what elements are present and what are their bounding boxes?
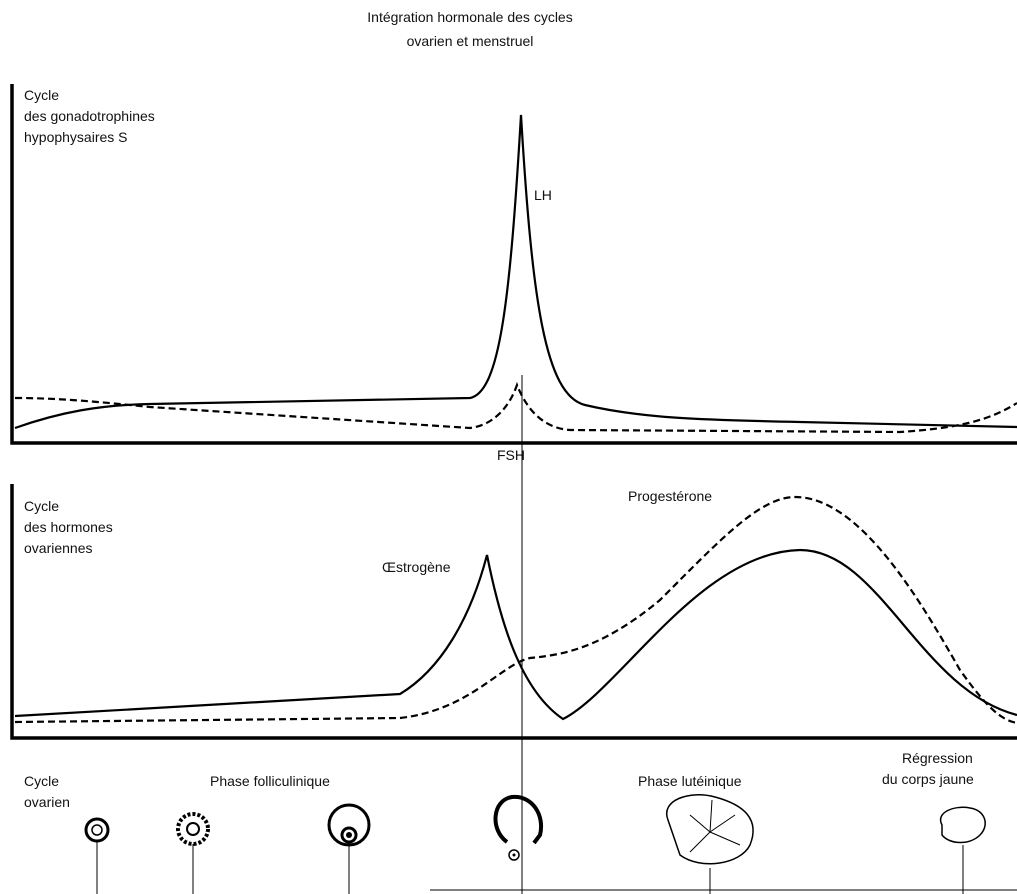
panel-label: Cycle: [24, 498, 59, 514]
phase-label: Régression: [902, 750, 973, 766]
phase-label: Phase folliculinique: [210, 773, 330, 789]
curve-label: Progestérone: [628, 488, 712, 504]
curve-label: FSH: [497, 447, 525, 463]
curve-label: Œstrogène: [382, 559, 451, 575]
curve-label: LH: [534, 187, 552, 203]
panel-label: des gonadotrophines: [24, 108, 155, 124]
estrogen-curve: [14, 548, 1017, 721]
fsh-curve: [14, 381, 1017, 434]
panel-label: ovarien: [24, 794, 70, 810]
lh-curve: [14, 114, 1017, 430]
follicles: [84, 794, 1017, 894]
axes: [10, 84, 1017, 445]
panel-label: ovariennes: [24, 540, 93, 556]
axes: [10, 484, 1017, 740]
progesterone-curve: [14, 495, 1017, 725]
phase-label: du corps jaune: [882, 771, 974, 787]
panel-label: des hormones: [24, 519, 113, 535]
panel-label: Cycle: [24, 773, 59, 789]
phase-label: Phase lutéinique: [638, 773, 742, 789]
title: Intégration hormonale des cycles: [367, 9, 572, 25]
panel-label: Cycle: [24, 87, 59, 103]
title: ovarien et menstruel: [407, 33, 534, 49]
panel-label: hypophysaires S: [24, 129, 128, 145]
